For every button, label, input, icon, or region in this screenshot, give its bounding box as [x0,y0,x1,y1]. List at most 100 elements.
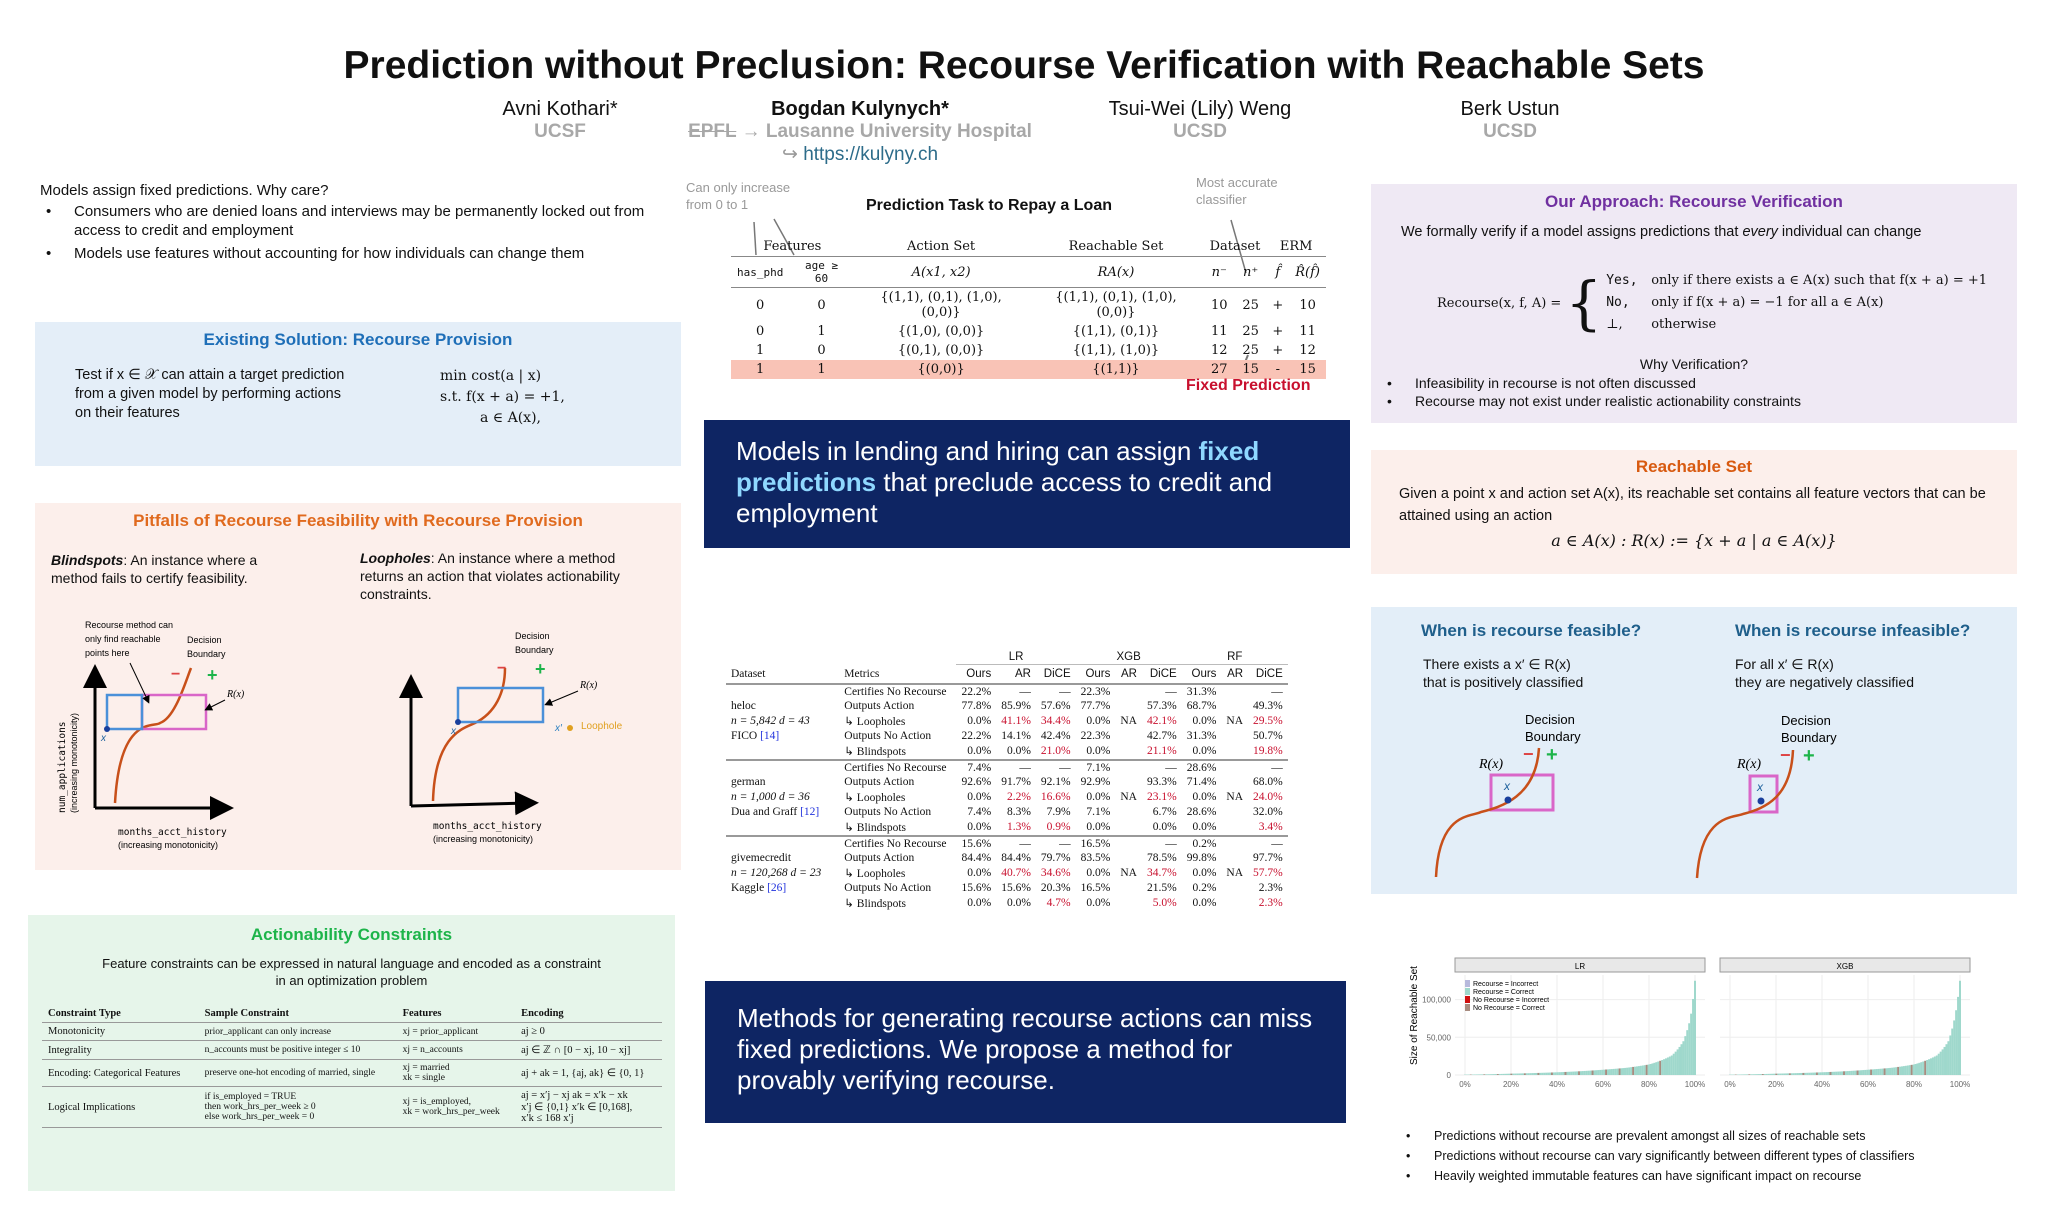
table-cell: xj = n_accounts [396,1040,516,1060]
dataset-cell: heloc [731,700,756,712]
fixed-prediction-label: Fixed Prediction [1186,377,1311,394]
decision-boundary-curve [113,667,193,804]
metric-label: Outputs No Action [844,806,932,818]
bar [1516,1073,1519,1075]
value-cell: 0.9% [1046,821,1071,833]
bar [1585,1070,1588,1075]
bar [1887,1068,1890,1075]
value-cell: — [1165,838,1177,850]
bar [1518,1073,1521,1075]
value-cell [1115,699,1142,713]
bar [1823,1072,1826,1075]
bar [1748,1074,1751,1075]
legend-swatch [1465,996,1470,1003]
bar [1945,1044,1948,1075]
takeaway-bullet: Predictions without recourse can vary si… [1400,1146,1915,1166]
bar [1866,1069,1869,1075]
value-cell [1221,851,1248,865]
value-cell: 97.7% [1253,852,1283,864]
existing-description: Test if x ∈ 𝒳 can attain a target predic… [75,367,345,421]
author-name: Berk Ustun [1460,98,1560,120]
value-cell: 79.7% [1040,852,1071,864]
value-cell: 2.3% [1258,897,1283,909]
value-cell [1115,881,1142,895]
bar [1475,1074,1478,1075]
citation-link[interactable]: [14] [760,730,780,742]
author-1: Avni Kothari* UCSF [440,98,680,143]
value-cell: — [1019,686,1031,698]
bar [1649,1064,1652,1075]
bar [1931,1057,1934,1075]
value-cell: 7.1% [1086,762,1111,774]
column-header: Constraint Type [42,1005,199,1023]
value-cell: 22.3% [1080,730,1111,742]
bar [1800,1072,1803,1075]
value-cell: 0.0% [967,897,992,909]
table-cell: 10 [1210,297,1228,313]
table-cell: if is_employed = TRUE then work_hrs_per_… [198,1086,397,1128]
bar [1918,1062,1921,1075]
bar [1659,1060,1662,1075]
column-header: Metrics [844,667,880,680]
bar [1756,1074,1759,1075]
value-cell: 34.7% [1146,867,1177,879]
pitfalls-panel: Pitfalls of Recourse Feasibility with Re… [35,503,681,870]
table-cell: 1 [756,362,765,377]
bar [1949,1035,1952,1075]
bar [1912,1064,1915,1075]
citation-link[interactable]: [26] [767,882,787,894]
bar [1556,1072,1559,1075]
value-cell: 0.0% [967,821,992,833]
table-cell: 11 [1299,324,1316,339]
value-cell [1115,895,1142,911]
bar [1928,1059,1931,1075]
value-cell [1115,851,1142,865]
bar [1520,1073,1523,1075]
bar [1757,1074,1760,1075]
value-cell: 28.6% [1186,762,1217,774]
bar [1943,1046,1946,1075]
citation-link[interactable]: [12] [800,806,820,818]
homepage-link[interactable]: https://kulyny.ch [803,144,939,165]
bar [1622,1068,1625,1075]
bar [1692,998,1695,1075]
table-row: n = 120,268 d = 23 ↳ Loopholes 0.0% 40.7% 34… [726,865,1288,881]
table-cell: Integrality [42,1040,199,1060]
bar [1668,1056,1671,1075]
why-heading: Why Verification? [1639,356,1749,372]
value-cell: 83.5% [1080,852,1111,864]
value-cell: NA [1226,867,1244,879]
svg-text:R(x): R(x) [1736,757,1761,772]
bar [1959,980,1961,1075]
bar [1489,1074,1492,1075]
bar [1833,1071,1836,1075]
bar [1935,1055,1938,1075]
infeasible-diagram: Decision Boundary − + R(x) x [1695,713,1837,879]
bar [1897,1066,1900,1075]
table-row: Certifies No Recourse 7.4% — — 7.1% — 28.6% — [726,760,1288,775]
dataset-cell: Dua and Graff [12] [726,805,839,819]
bar [1788,1073,1791,1075]
bar [1525,1073,1528,1075]
svg-text:x: x [1503,779,1511,793]
table-cell: aj = x′j − xj ak = x′k − xk x′j ∈ {0,1} … [515,1086,662,1128]
bar [1812,1072,1815,1075]
legend-entry: No Recourse = Correct [1473,1005,1545,1012]
intro-bullet: Consumers who are denied loans and inter… [40,202,680,240]
value-cell: 78.5% [1146,852,1177,864]
table-row: Monotonicity prior_applicant can only inc… [42,1022,662,1041]
metric-label: Outputs No Action [844,730,932,742]
value-cell: 24.0% [1253,791,1283,803]
dataset-cell [726,743,839,760]
y-tick-label: 0 [1447,1071,1452,1080]
bar [1539,1072,1542,1075]
bar [1545,1072,1548,1075]
bar [1500,1073,1503,1075]
bar [1939,1051,1942,1075]
bar [1767,1073,1770,1075]
value-cell: 19.8% [1253,745,1283,757]
bar [1593,1070,1596,1075]
bar [1506,1073,1509,1075]
value-cell: 0.0% [1086,821,1111,833]
bar [1672,1053,1675,1075]
